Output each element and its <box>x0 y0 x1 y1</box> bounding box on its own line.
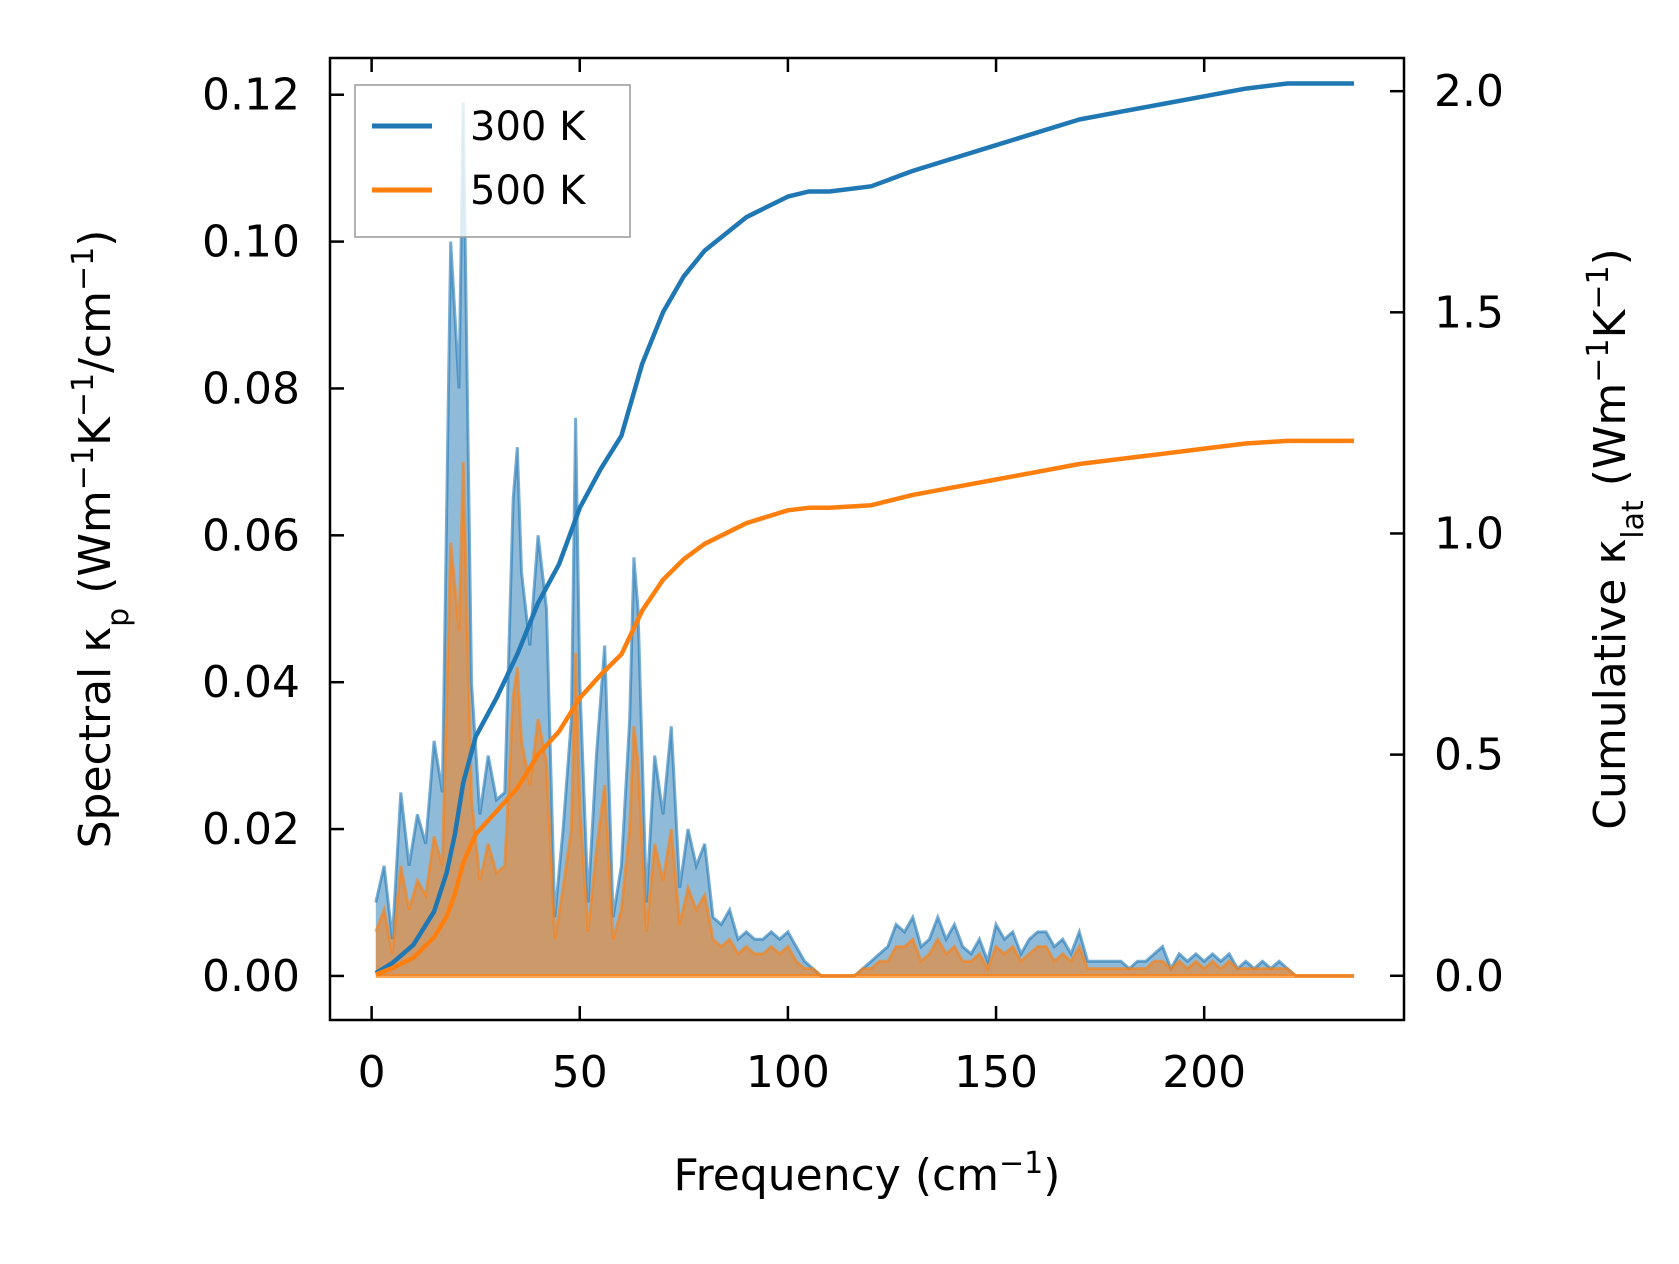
spectral-fills <box>374 102 1355 978</box>
y-left-tick-label: 0.04 <box>202 657 300 708</box>
spectral-area-500k <box>375 461 1354 976</box>
cumulative-line-300k <box>374 81 1354 976</box>
data-lines <box>374 81 1354 977</box>
y-left-tick-label: 0.00 <box>202 951 300 1002</box>
legend-label-300k: 300 K <box>470 104 587 150</box>
y-right-tick-label: 2.0 <box>1434 66 1504 117</box>
x-tick-label: 200 <box>1162 1047 1246 1098</box>
legend-label-500k: 500 K <box>470 168 587 214</box>
x-tick-label: 50 <box>552 1047 608 1098</box>
y-left-tick-label: 0.06 <box>202 510 300 561</box>
y-right-tick-label: 0.5 <box>1434 730 1504 781</box>
legend-box <box>354 84 631 238</box>
y-left-tick-label: 0.02 <box>202 804 300 855</box>
y-right-tick-label: 1.0 <box>1434 508 1504 559</box>
x-tick-label: 100 <box>746 1047 830 1098</box>
cumulative-line-500k <box>374 438 1354 977</box>
x-tick-label: 0 <box>358 1047 386 1098</box>
x-axis-title: Frequency (cm−1) <box>674 1146 1061 1202</box>
plot-frame <box>328 56 1406 1022</box>
y-left-tick-label: 0.10 <box>202 217 300 268</box>
y-right-tick-label: 0.0 <box>1434 951 1504 1002</box>
y-left-tick-label: 0.08 <box>202 363 300 414</box>
x-tick-label: 150 <box>954 1047 1038 1098</box>
y-left-tick-label: 0.12 <box>202 70 300 121</box>
legend: 300 K 500 K <box>354 84 631 238</box>
y-right-tick-label: 1.5 <box>1434 287 1504 338</box>
axis-ticks: 0 50 100 150 200 0.00 0.02 0.04 0.06 0.08 0.10 0.12… <box>202 58 1504 1098</box>
